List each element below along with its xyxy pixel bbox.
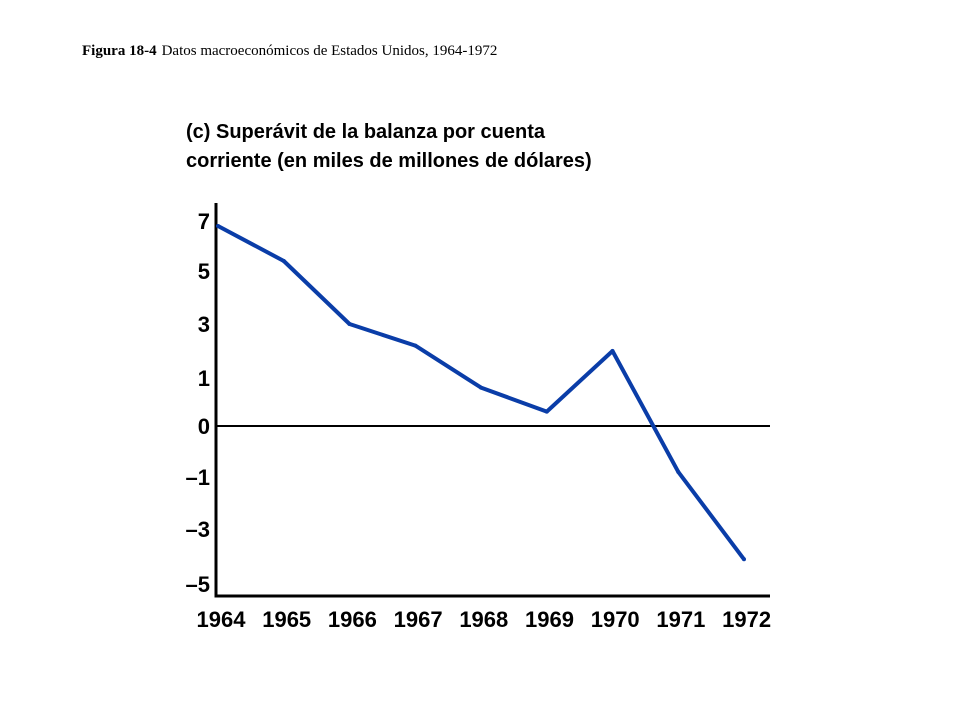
figure-number: Figura 18-4 [82,43,157,59]
series-group [216,224,746,562]
y-tick-label: –5 [186,572,210,597]
data-point [676,469,681,474]
y-tick-label: 5 [198,259,210,284]
x-tick-label: 1972 [722,607,771,632]
x-tick-label: 1971 [656,607,705,632]
x-tick-label: 1969 [525,607,574,632]
data-point [742,557,746,562]
x-tick-label: 1970 [591,607,640,632]
x-tick-labels: 1964 1965 1966 1967 1968 1969 1970 1971 1972 [197,607,772,632]
data-point [544,409,549,414]
data-point [479,385,483,390]
chart-title: (c) Superávit de la balanza por cuenta c… [186,118,592,176]
figure-caption: Figura 18-4 Datos macroeconómicos de Esta… [82,43,497,60]
figure-caption-text: Datos macroeconómicos de Estados Unidos,… [161,43,498,59]
data-point [610,349,615,353]
y-tick-labels: 7 5 3 1 0 –1 –3 –5 [186,209,210,597]
data-point [347,322,352,326]
y-tick-label: 1 [198,366,210,391]
y-tick-label: 0 [198,414,210,439]
data-point [216,224,220,228]
x-tick-label: 1964 [197,607,247,632]
chart-title-line-2: corriente (en miles de millones de dólar… [186,150,592,172]
chart-title-line-1: (c) Superávit de la balanza por cuenta [186,121,545,143]
y-tick-label: 7 [198,209,210,234]
y-tick-label: 3 [198,312,210,337]
data-point [413,343,418,348]
series-line [217,224,746,561]
x-tick-label: 1967 [394,607,443,632]
chart-axes [214,203,770,598]
x-tick-label: 1968 [459,607,508,632]
y-tick-label: –3 [186,517,210,542]
y-tick-label: –1 [186,465,210,490]
x-tick-label: 1965 [262,607,311,632]
x-tick-label: 1966 [328,607,377,632]
data-point [281,259,286,263]
